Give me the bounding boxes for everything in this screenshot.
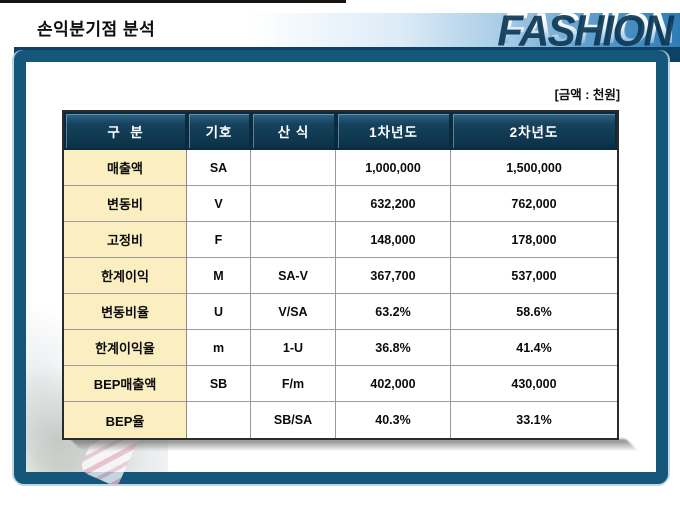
row-year1-cell: 367,700 <box>336 258 451 294</box>
logo-gradient-band <box>250 13 680 47</box>
row-label-cell: BEP율 <box>64 402 187 438</box>
row-year1-cell: 632,200 <box>336 186 451 222</box>
row-formula-cell: SB/SA <box>251 402 336 438</box>
row-symbol-cell <box>187 402 251 438</box>
row-year2-cell: 762,000 <box>451 186 617 222</box>
row-label-cell: 변동비 <box>64 186 187 222</box>
row-symbol-cell: SA <box>187 150 251 186</box>
header-cell-year1: 1차년도 <box>336 112 451 150</box>
row-year2-cell: 430,000 <box>451 366 617 402</box>
table-drop-shadow <box>70 439 637 450</box>
row-formula-cell: V/SA <box>251 294 336 330</box>
row-formula-cell <box>251 150 336 186</box>
row-symbol-cell: M <box>187 258 251 294</box>
row-label-cell: 변동비율 <box>64 294 187 330</box>
row-label-cell: 고정비 <box>64 222 187 258</box>
row-formula-cell: F/m <box>251 366 336 402</box>
row-year1-cell: 63.2% <box>336 294 451 330</box>
row-label-cell: BEP매출액 <box>64 366 187 402</box>
row-formula-cell <box>251 222 336 258</box>
unit-note: [금액 : 천원] <box>554 88 620 102</box>
row-formula-cell <box>251 186 336 222</box>
bep-table: 구 분 기호 산 식 1차년도 2차년도 매출액 SA 1,000,000 1,… <box>62 110 619 440</box>
row-symbol-cell: V <box>187 186 251 222</box>
row-symbol-cell: F <box>187 222 251 258</box>
row-symbol-cell: SB <box>187 366 251 402</box>
row-symbol-cell: U <box>187 294 251 330</box>
row-year1-cell: 402,000 <box>336 366 451 402</box>
row-label-cell: 한계이익 <box>64 258 187 294</box>
row-year1-cell: 1,000,000 <box>336 150 451 186</box>
row-year1-cell: 36.8% <box>336 330 451 366</box>
row-formula-cell: SA-V <box>251 258 336 294</box>
slide-title: 손익분기점 분석 <box>37 20 156 39</box>
row-year2-cell: 41.4% <box>451 330 617 366</box>
fashion-logo: FASHION <box>501 3 678 53</box>
header-cell-symbol: 기호 <box>187 112 251 150</box>
top-rule <box>0 0 346 3</box>
row-year2-cell: 1,500,000 <box>451 150 617 186</box>
row-symbol-cell: m <box>187 330 251 366</box>
header-cell-category: 구 분 <box>64 112 187 150</box>
row-label-cell: 한계이익율 <box>64 330 187 366</box>
row-year2-cell: 537,000 <box>451 258 617 294</box>
header-cell-year2: 2차년도 <box>451 112 617 150</box>
row-year1-cell: 40.3% <box>336 402 451 438</box>
row-formula-cell: 1-U <box>251 330 336 366</box>
row-year2-cell: 178,000 <box>451 222 617 258</box>
header-cell-formula: 산 식 <box>251 112 336 150</box>
row-year2-cell: 33.1% <box>451 402 617 438</box>
row-year1-cell: 148,000 <box>336 222 451 258</box>
row-label-cell: 매출액 <box>64 150 187 186</box>
row-year2-cell: 58.6% <box>451 294 617 330</box>
